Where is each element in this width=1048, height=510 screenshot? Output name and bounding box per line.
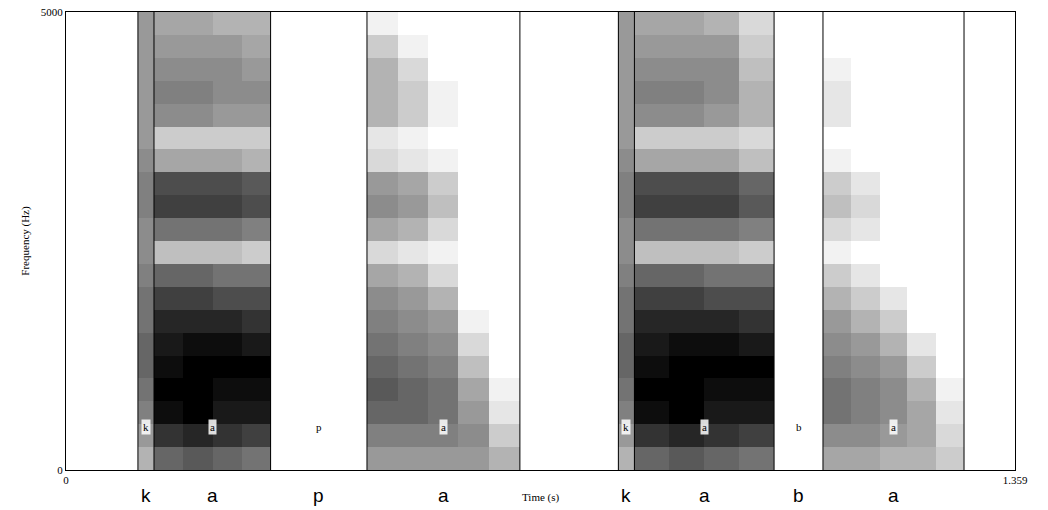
svg-text:a: a	[702, 421, 707, 433]
svg-text:Time (s): Time (s)	[522, 491, 560, 504]
svg-text:0: 0	[63, 474, 69, 486]
svg-text:b: b	[796, 421, 802, 433]
svg-text:k: k	[623, 421, 629, 433]
svg-text:a: a	[699, 485, 710, 506]
svg-text:p: p	[313, 485, 324, 506]
svg-text:k: k	[621, 485, 631, 506]
svg-text:a: a	[891, 421, 896, 433]
svg-text:k: k	[143, 421, 149, 433]
svg-text:a: a	[438, 485, 449, 506]
svg-text:5000: 5000	[41, 6, 64, 18]
svg-text:b: b	[793, 485, 804, 506]
svg-text:0: 0	[57, 464, 63, 476]
svg-text:a: a	[441, 421, 446, 433]
svg-text:k: k	[141, 485, 151, 506]
svg-text:a: a	[888, 485, 899, 506]
svg-text:Frequency (Hz): Frequency (Hz)	[19, 206, 32, 276]
svg-text:a: a	[210, 421, 215, 433]
svg-text:1.359: 1.359	[1003, 474, 1028, 486]
svg-text:a: a	[207, 485, 218, 506]
svg-text:p: p	[316, 421, 322, 433]
